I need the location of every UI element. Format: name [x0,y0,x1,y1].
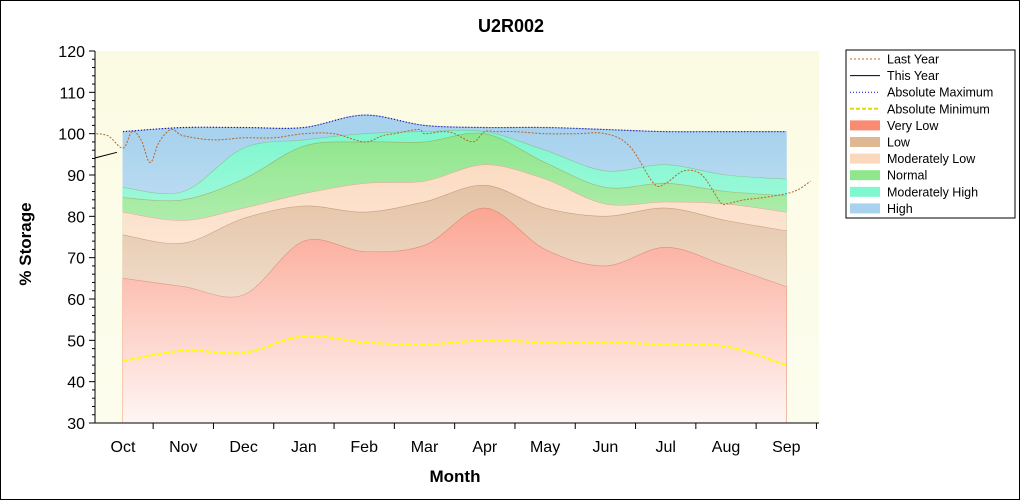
y-tick-label: 30 [67,416,85,433]
band-fade-overlay [123,133,787,423]
legend-label-absolute-minimum: Absolute Minimum [887,102,990,116]
x-tick-label-oct: Oct [111,439,136,456]
y-tick-label: 100 [58,127,85,144]
x-tick-label-mar: Mar [411,439,439,456]
legend-item-normal: Normal [850,169,927,183]
legend-label-absolute-maximum: Absolute Maximum [887,86,993,100]
legend-label-moderately-low: Moderately Low [887,152,976,166]
y-tick-label: 70 [67,251,85,268]
y-tick-label: 60 [67,292,85,309]
chart-title: U2R002 [478,16,544,36]
band-edge-moderately-low [122,164,787,221]
band-edge-high [122,114,787,133]
x-tick-label-nov: Nov [169,439,197,456]
y-tick-label: 120 [58,44,85,61]
last-year-line [95,128,811,206]
this-year-line [95,151,118,159]
legend-label-this-year: This Year [887,69,939,83]
legend-item-very-low: Very Low [850,119,939,133]
y-tick-label: 50 [67,333,85,350]
band-edge-very-low [122,207,787,298]
legend-swatch-very-low [850,120,880,131]
y-tick-label: 80 [67,209,85,226]
legend-item-absolute-maximum: Absolute Maximum [850,86,993,100]
y-axis-title: % Storage [16,202,35,285]
legend-swatch-high [850,203,880,214]
legend-item-absolute-minimum: Absolute Minimum [850,102,990,116]
x-tick-label-apr: Apr [472,439,498,456]
y-tick-label: 40 [67,375,85,392]
x-tick-label-sep: Sep [772,439,801,456]
y-tick-label: 110 [59,85,85,102]
x-tick-label-dec: Dec [229,439,257,456]
y-tick-label: 90 [67,168,85,185]
absolute-minimum-line [122,334,787,367]
legend-swatch-normal [850,170,880,181]
legend-swatch-moderately-low [850,153,880,164]
legend-label-moderately-high: Moderately High [887,185,978,199]
legend-item-moderately-high: Moderately High [850,185,978,199]
x-tick-label-feb: Feb [350,439,378,456]
x-axis-title: Month [430,467,481,486]
band-edge-low [122,184,787,245]
legend-label-last-year: Last Year [887,53,939,67]
legend-swatch-low [850,137,880,147]
x-tick-label-jul: Jul [655,439,675,456]
legend-item-low: Low [850,136,911,150]
x-tick-label-aug: Aug [712,439,740,456]
legend-label-high: High [887,202,913,216]
band-edge-moderately-high [122,129,787,195]
axes: 30 40 50 60 70 80 90 100 110 120 Oct Nov Dec Jan Feb Ma… [58,44,819,456]
legend-item-last-year: Last Year [850,53,939,67]
legend-item-high: High [850,202,913,216]
legend-label-very-low: Very Low [887,119,939,133]
legend-item-moderately-low: Moderately Low [850,152,976,166]
x-tick-label-jun: Jun [593,439,619,456]
legend-item-this-year: This Year [850,69,939,83]
legend-label-normal: Normal [887,169,927,183]
legend: Last Year This Year Absolute Maximum Absolu… [845,49,1016,219]
legend-label-low: Low [887,136,911,150]
legend-swatch-moderately-high [850,186,880,197]
x-tick-label-may: May [530,439,560,456]
x-tick-label-jan: Jan [291,439,317,456]
series-lines [95,114,811,367]
